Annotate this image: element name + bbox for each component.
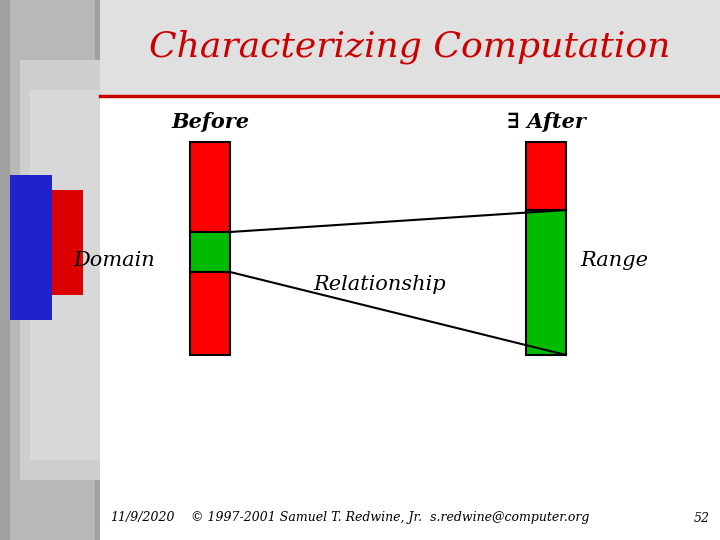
- Bar: [190, 142, 230, 232]
- Bar: [526, 142, 566, 210]
- Bar: [526, 210, 566, 355]
- Bar: [30, 90, 100, 460]
- Bar: [18, 190, 83, 295]
- Text: Domain: Domain: [73, 251, 155, 269]
- Text: ∃ After: ∃ After: [507, 112, 585, 132]
- Text: © 1997-2001 Samuel T. Redwine, Jr.  s.redwine@computer.org: © 1997-2001 Samuel T. Redwine, Jr. s.red…: [191, 511, 589, 524]
- Bar: [190, 272, 230, 355]
- Bar: [0, 0, 100, 540]
- Bar: [10, 175, 52, 320]
- Bar: [100, 0, 720, 95]
- Bar: [190, 232, 230, 272]
- Text: Range: Range: [580, 251, 648, 269]
- Text: Before: Before: [171, 112, 249, 132]
- Text: 52: 52: [694, 511, 710, 524]
- Text: Characterizing Computation: Characterizing Computation: [149, 30, 671, 64]
- Bar: [20, 60, 100, 480]
- Text: 11/9/2020: 11/9/2020: [110, 511, 174, 524]
- Bar: [10, 0, 95, 540]
- Text: Relationship: Relationship: [314, 275, 446, 294]
